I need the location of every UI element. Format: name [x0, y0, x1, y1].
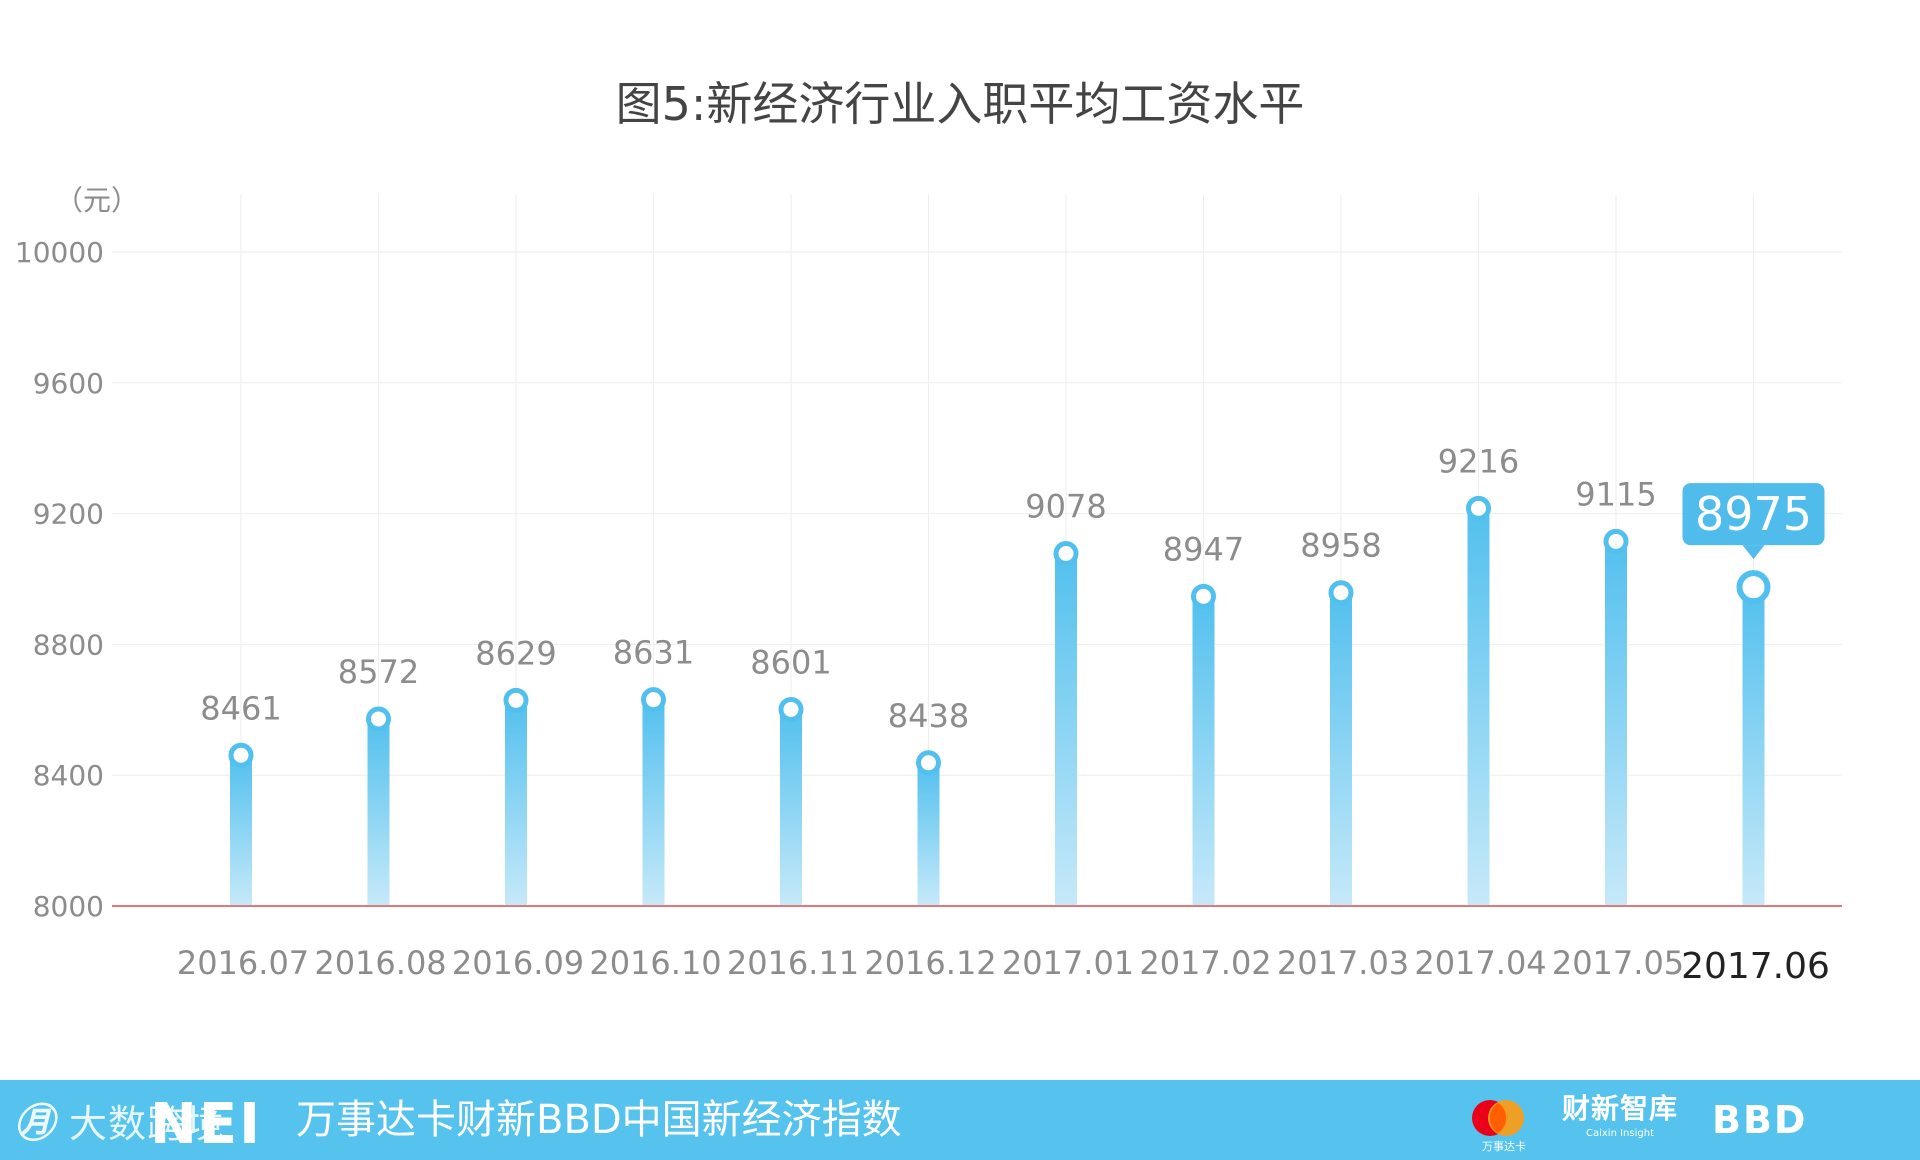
- bar-marker: [1466, 495, 1491, 521]
- bar: [1330, 592, 1352, 906]
- x-tick-label: 2017.02: [1139, 944, 1271, 982]
- bar: [230, 755, 252, 906]
- caixin-logo-cn: 财新智库: [1561, 1092, 1678, 1125]
- bar: [367, 718, 390, 906]
- bar: [1742, 587, 1765, 906]
- y-axis-unit: （元）: [55, 184, 139, 217]
- bar-marker: [778, 696, 804, 722]
- data-label: 9078: [1025, 487, 1106, 525]
- bar-chart: 图5:新经济行业入职平均工资水平 （元） 8000 8400 8800 9200 960…: [15, 77, 1842, 987]
- data-label: 8572: [338, 653, 419, 691]
- bar-marker: [1053, 540, 1079, 566]
- bar-marker: [1603, 528, 1629, 554]
- x-tick-label: 2016.11: [727, 944, 859, 982]
- bar-marker: [1191, 583, 1216, 609]
- footer-bar: ㊊ 大数跨境 NEI 万事达卡财新BBD中国新经济指数 万事达卡 财新智库 Ca…: [0, 1080, 1920, 1160]
- x-tick-label: 2017.01: [1002, 944, 1134, 982]
- x-tick-label: 2016.12: [864, 944, 996, 982]
- x-tick-label: 2017.04: [1414, 944, 1546, 982]
- caixin-logo: 财新智库 Caixin Insight: [1560, 1090, 1680, 1140]
- mastercard-label: 万事达卡: [1482, 1140, 1526, 1153]
- bar-marker: [228, 742, 254, 768]
- bar-marker: [503, 687, 529, 713]
- y-tick-label: 8800: [33, 628, 104, 661]
- bar-marker: [366, 706, 391, 732]
- bars: [228, 495, 1771, 906]
- bar: [505, 700, 527, 906]
- y-tick-label: 9600: [33, 367, 104, 400]
- bar-marker: [641, 687, 666, 713]
- bar: [780, 709, 802, 906]
- watermark-text: 大数跨境: [69, 1101, 226, 1146]
- x-tick-label: 2016.09: [452, 944, 584, 982]
- bar: [1467, 508, 1490, 906]
- x-tick-label: 2017.05: [1552, 944, 1684, 982]
- x-axis-ticks: 2016.07 2016.08 2016.09 2016.10 2016.11 2016.…: [177, 944, 1830, 987]
- data-labels: 8461 8572 8629 8631 8601 8438 9078 8947 8958 9216…: [200, 442, 1825, 735]
- watermark-logo-icon: ㊊: [14, 1101, 55, 1147]
- y-tick-label: 10000: [15, 236, 104, 269]
- x-tick-label: 2016.10: [589, 944, 721, 982]
- callout-box: [1682, 483, 1825, 546]
- bbd-logo: BBD: [1712, 1098, 1808, 1142]
- footer-title: 万事达卡财新BBD中国新经济指数: [296, 1097, 902, 1143]
- bar: [917, 762, 940, 906]
- mastercard-logo-icon: [1472, 1100, 1524, 1136]
- data-label: 9115: [1575, 475, 1656, 513]
- x-tick-label: 2016.08: [314, 944, 446, 982]
- data-label: 8629: [475, 634, 556, 672]
- data-label: 8438: [888, 697, 969, 735]
- callout-pointer: [1742, 545, 1765, 560]
- bar: [642, 699, 665, 906]
- bar: [1192, 596, 1215, 906]
- bar-marker: [1328, 580, 1354, 606]
- data-label: 8601: [750, 643, 831, 681]
- y-tick-label: 8000: [33, 890, 104, 923]
- watermark: ㊊ 大数跨境: [14, 1094, 226, 1147]
- data-label: 8631: [613, 634, 694, 672]
- data-label: 8461: [200, 689, 281, 727]
- data-label: 8947: [1163, 530, 1244, 568]
- x-tick-label: 2017.03: [1277, 944, 1409, 982]
- chart-title: 图5:新经济行业入职平均工资水平: [616, 77, 1305, 131]
- data-label: 8958: [1300, 527, 1381, 565]
- data-label: 9216: [1438, 442, 1519, 480]
- x-tick-label: 2016.07: [177, 944, 309, 982]
- data-label-highlight: 8975: [1695, 487, 1812, 541]
- bar: [1605, 541, 1627, 906]
- nei-logo: NEI: [150, 1092, 262, 1157]
- bar: [1055, 553, 1077, 906]
- y-tick-label: 9200: [33, 498, 104, 531]
- y-tick-label: 8400: [33, 759, 104, 792]
- y-axis-ticks: 8000 8400 8800 9200 9600 10000: [15, 236, 104, 923]
- x-tick-label: 2017.06: [1681, 946, 1830, 987]
- caixin-logo-en: Caixin Insight: [1586, 1128, 1654, 1139]
- bar-marker: [1736, 570, 1771, 605]
- bar-marker: [916, 750, 941, 776]
